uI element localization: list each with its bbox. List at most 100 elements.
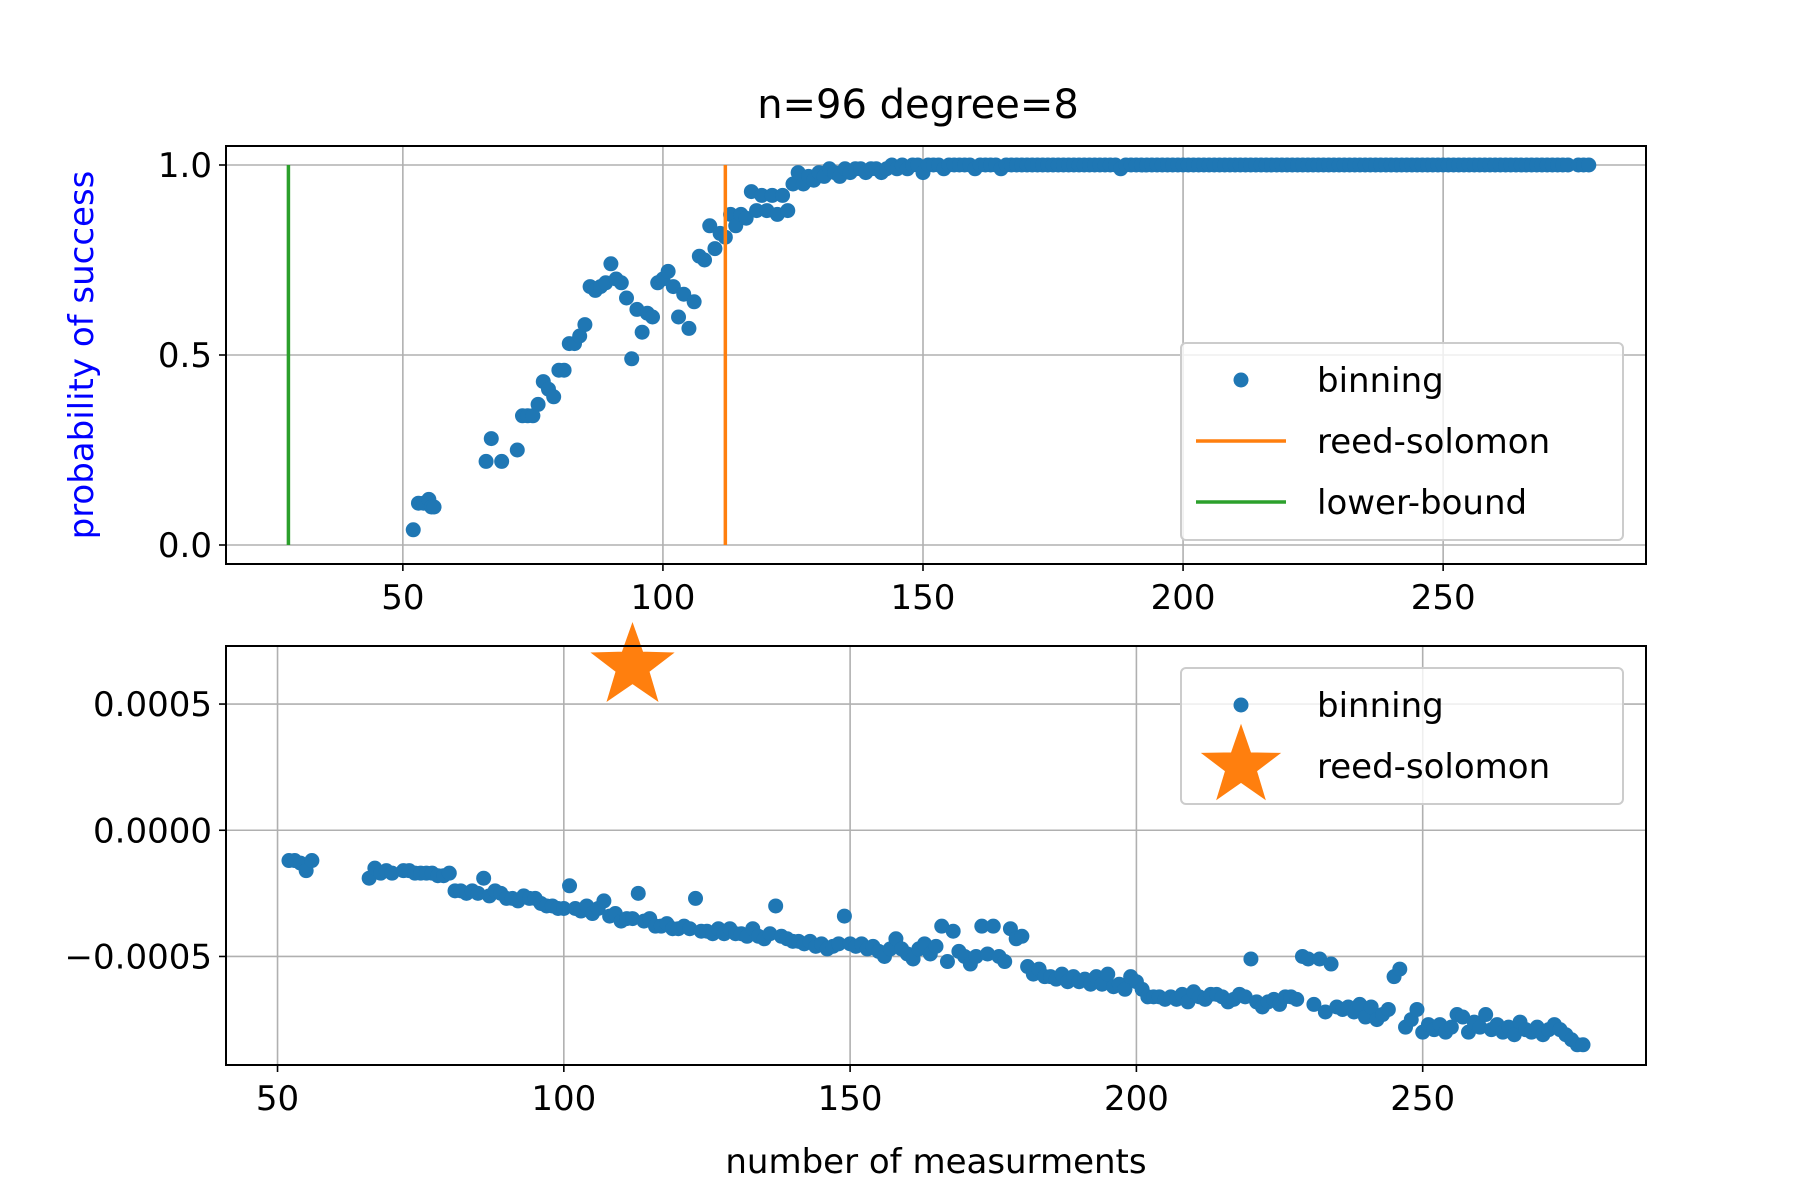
axes-frame [225, 145, 1647, 565]
binning-point [1014, 928, 1030, 944]
binning-point [738, 210, 754, 226]
binning-point [671, 309, 687, 325]
legend-box [1180, 342, 1624, 541]
binning-point [645, 309, 661, 325]
binning-point [831, 936, 847, 952]
binning-point [603, 256, 619, 272]
y-tick-label: 0.0005 [93, 685, 212, 725]
binning-point [1312, 951, 1328, 967]
binning-point [572, 328, 588, 344]
data-layer [286, 157, 1597, 545]
binning-point [764, 187, 780, 203]
binning-point [1392, 961, 1408, 977]
binning-point [1575, 1037, 1591, 1053]
reed-solomon-marker [590, 621, 675, 703]
bottom-plot-axes: 50 100 150 200 250 0.0005 0.0000 −0.0005 number … [65, 621, 1647, 1182]
binning-point [405, 522, 421, 538]
binning-point [304, 853, 320, 869]
legend-marker-binning [1233, 697, 1249, 713]
binning-point [1100, 966, 1116, 982]
legend-label: reed-solomon [1317, 422, 1550, 462]
binning-point [682, 921, 698, 937]
binning-point [1380, 1001, 1396, 1017]
binning-point [556, 901, 572, 917]
binning-point [613, 275, 629, 291]
binning-point [939, 954, 955, 970]
binning-point [985, 918, 1001, 934]
x-tick-label: 250 [1411, 578, 1476, 618]
axes-frame [225, 645, 1647, 1066]
chart-title: n=96 degree=8 [757, 82, 1079, 128]
x-tick-label: 50 [381, 578, 424, 618]
binning-point [775, 187, 791, 203]
data-layer [281, 853, 1591, 1053]
x-tick-label: 150 [818, 1079, 883, 1119]
binning-point [980, 946, 996, 962]
binning-point [577, 317, 593, 333]
x-tick-label: 100 [531, 1079, 596, 1119]
binning-point [624, 351, 640, 367]
legend-marker-binning [1233, 372, 1249, 388]
y-tick-label: −0.0005 [65, 937, 212, 977]
binning-point [470, 885, 486, 901]
x-tick-label: 150 [891, 578, 956, 618]
x-tick-label: 250 [1390, 1079, 1455, 1119]
binning-point [426, 499, 442, 515]
binning-point [997, 954, 1013, 970]
binning-point [934, 918, 950, 934]
x-tick-label: 50 [256, 1079, 299, 1119]
binning-point [1478, 1007, 1494, 1023]
binning-point [1443, 1019, 1459, 1035]
binning-point [630, 885, 646, 901]
y-axis-label: probability of success [62, 171, 102, 540]
binning-point [546, 389, 562, 405]
binning-point [556, 362, 572, 378]
binning-point [968, 948, 984, 964]
binning-point [707, 241, 723, 257]
binning-point [1472, 1019, 1488, 1035]
binning-point [697, 252, 713, 268]
binning-point [754, 187, 770, 203]
legend-label: reed-solomon [1317, 747, 1550, 787]
binning-point [945, 923, 961, 939]
legend: binning reed-solomon [1180, 667, 1624, 805]
legend-marker-reed-solomon [1200, 723, 1282, 801]
binning-point [676, 286, 692, 302]
y-tick-label: 0.5 [158, 336, 212, 376]
binning-point [1237, 989, 1253, 1005]
binning-point [728, 218, 744, 234]
y-tick-label: 0.0 [158, 526, 212, 566]
legend-label: lower-bound [1317, 483, 1527, 523]
binning-point [780, 203, 796, 219]
binning-point [665, 279, 681, 295]
binning-point [768, 898, 784, 914]
binning-point [1323, 956, 1339, 972]
binning-point [525, 408, 541, 424]
x-tick-label: 200 [1104, 1079, 1169, 1119]
binning-point [441, 865, 457, 881]
binning-point [702, 218, 718, 234]
binning-point [1560, 157, 1576, 173]
legend-label: binning [1317, 686, 1444, 726]
binning-point [660, 263, 676, 279]
binning-point [681, 320, 697, 336]
x-axis-label: number of measurments [725, 1142, 1146, 1182]
binning-point [384, 865, 400, 881]
binning-point [785, 176, 801, 192]
y-tick-label: 0.0000 [93, 811, 212, 851]
legend-box [1180, 667, 1624, 805]
binning-point [762, 926, 778, 942]
binning-point [686, 294, 702, 310]
binning-point [1243, 951, 1259, 967]
binning-point [634, 324, 650, 340]
binning-point [1506, 1027, 1522, 1043]
binning-point [476, 870, 492, 886]
binning-point [1289, 991, 1305, 1007]
binning-point [1317, 1004, 1333, 1020]
legend-label: binning [1317, 361, 1444, 401]
binning-point [1409, 1001, 1425, 1017]
y-tick-label: 1.0 [158, 146, 212, 186]
legend: binning reed-solomon lower-bound [1180, 342, 1624, 541]
